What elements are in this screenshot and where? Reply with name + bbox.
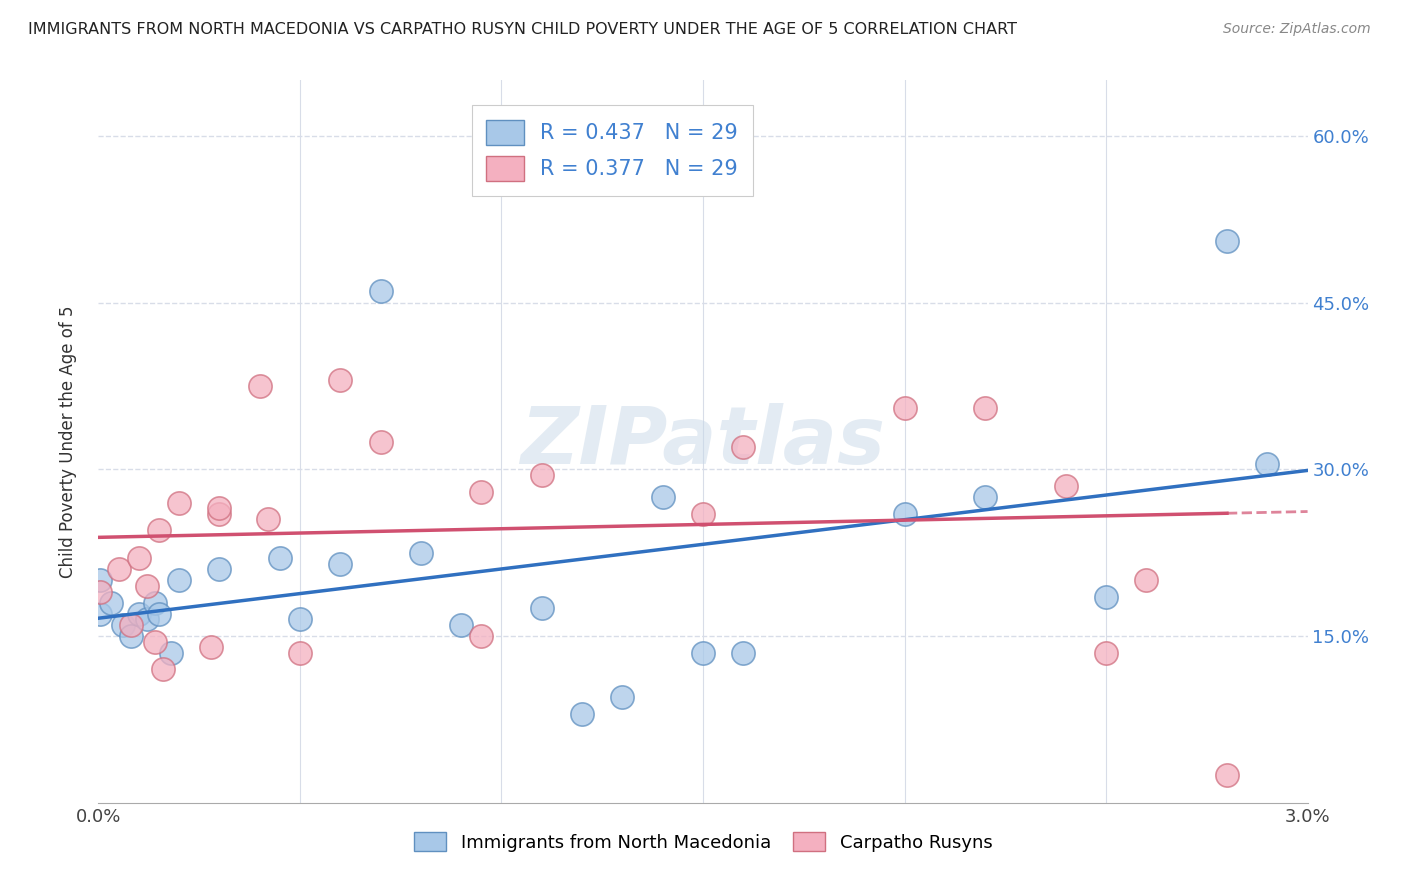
Point xyxy=(409,546,432,560)
Point xyxy=(370,434,392,449)
Point xyxy=(974,401,997,416)
Point xyxy=(128,607,150,621)
Point xyxy=(1095,646,1118,660)
Point xyxy=(1256,457,1278,471)
Point xyxy=(111,618,134,632)
Point xyxy=(208,507,231,521)
Point xyxy=(450,618,472,632)
Point xyxy=(120,618,142,632)
Point xyxy=(89,574,111,588)
Point xyxy=(733,440,755,454)
Point xyxy=(135,612,157,626)
Point xyxy=(893,507,915,521)
Point xyxy=(269,551,291,566)
Point xyxy=(1135,574,1157,588)
Point xyxy=(120,629,142,643)
Point xyxy=(530,467,553,482)
Point xyxy=(167,574,190,588)
Y-axis label: Child Poverty Under the Age of 5: Child Poverty Under the Age of 5 xyxy=(59,305,77,578)
Point xyxy=(692,507,714,521)
Point xyxy=(152,662,174,676)
Point xyxy=(651,490,673,504)
Point xyxy=(288,646,311,660)
Point xyxy=(692,646,714,660)
Point xyxy=(143,634,166,648)
Point xyxy=(128,551,150,566)
Point xyxy=(612,690,634,705)
Point xyxy=(288,612,311,626)
Point xyxy=(1095,590,1118,604)
Point xyxy=(167,496,190,510)
Point xyxy=(893,401,915,416)
Text: IMMIGRANTS FROM NORTH MACEDONIA VS CARPATHO RUSYN CHILD POVERTY UNDER THE AGE OF: IMMIGRANTS FROM NORTH MACEDONIA VS CARPA… xyxy=(28,22,1017,37)
Point xyxy=(208,562,231,576)
Point xyxy=(200,640,222,655)
Point xyxy=(571,706,593,721)
Point xyxy=(370,285,392,299)
Point xyxy=(160,646,183,660)
Point xyxy=(89,607,111,621)
Text: Source: ZipAtlas.com: Source: ZipAtlas.com xyxy=(1223,22,1371,37)
Point xyxy=(148,524,170,538)
Point xyxy=(329,373,352,387)
Point xyxy=(148,607,170,621)
Legend: Immigrants from North Macedonia, Carpatho Rusyns: Immigrants from North Macedonia, Carpath… xyxy=(406,825,1000,859)
Point xyxy=(470,484,492,499)
Point xyxy=(249,379,271,393)
Point xyxy=(733,646,755,660)
Point xyxy=(107,562,129,576)
Point xyxy=(143,596,166,610)
Point xyxy=(470,629,492,643)
Point xyxy=(530,601,553,615)
Point xyxy=(1054,479,1077,493)
Point xyxy=(1216,768,1239,782)
Point xyxy=(208,501,231,516)
Point xyxy=(612,151,634,165)
Point xyxy=(100,596,122,610)
Point xyxy=(135,579,157,593)
Point xyxy=(329,557,352,571)
Point xyxy=(89,584,111,599)
Text: ZIPatlas: ZIPatlas xyxy=(520,402,886,481)
Point xyxy=(974,490,997,504)
Point xyxy=(256,512,278,526)
Point xyxy=(1216,235,1239,249)
